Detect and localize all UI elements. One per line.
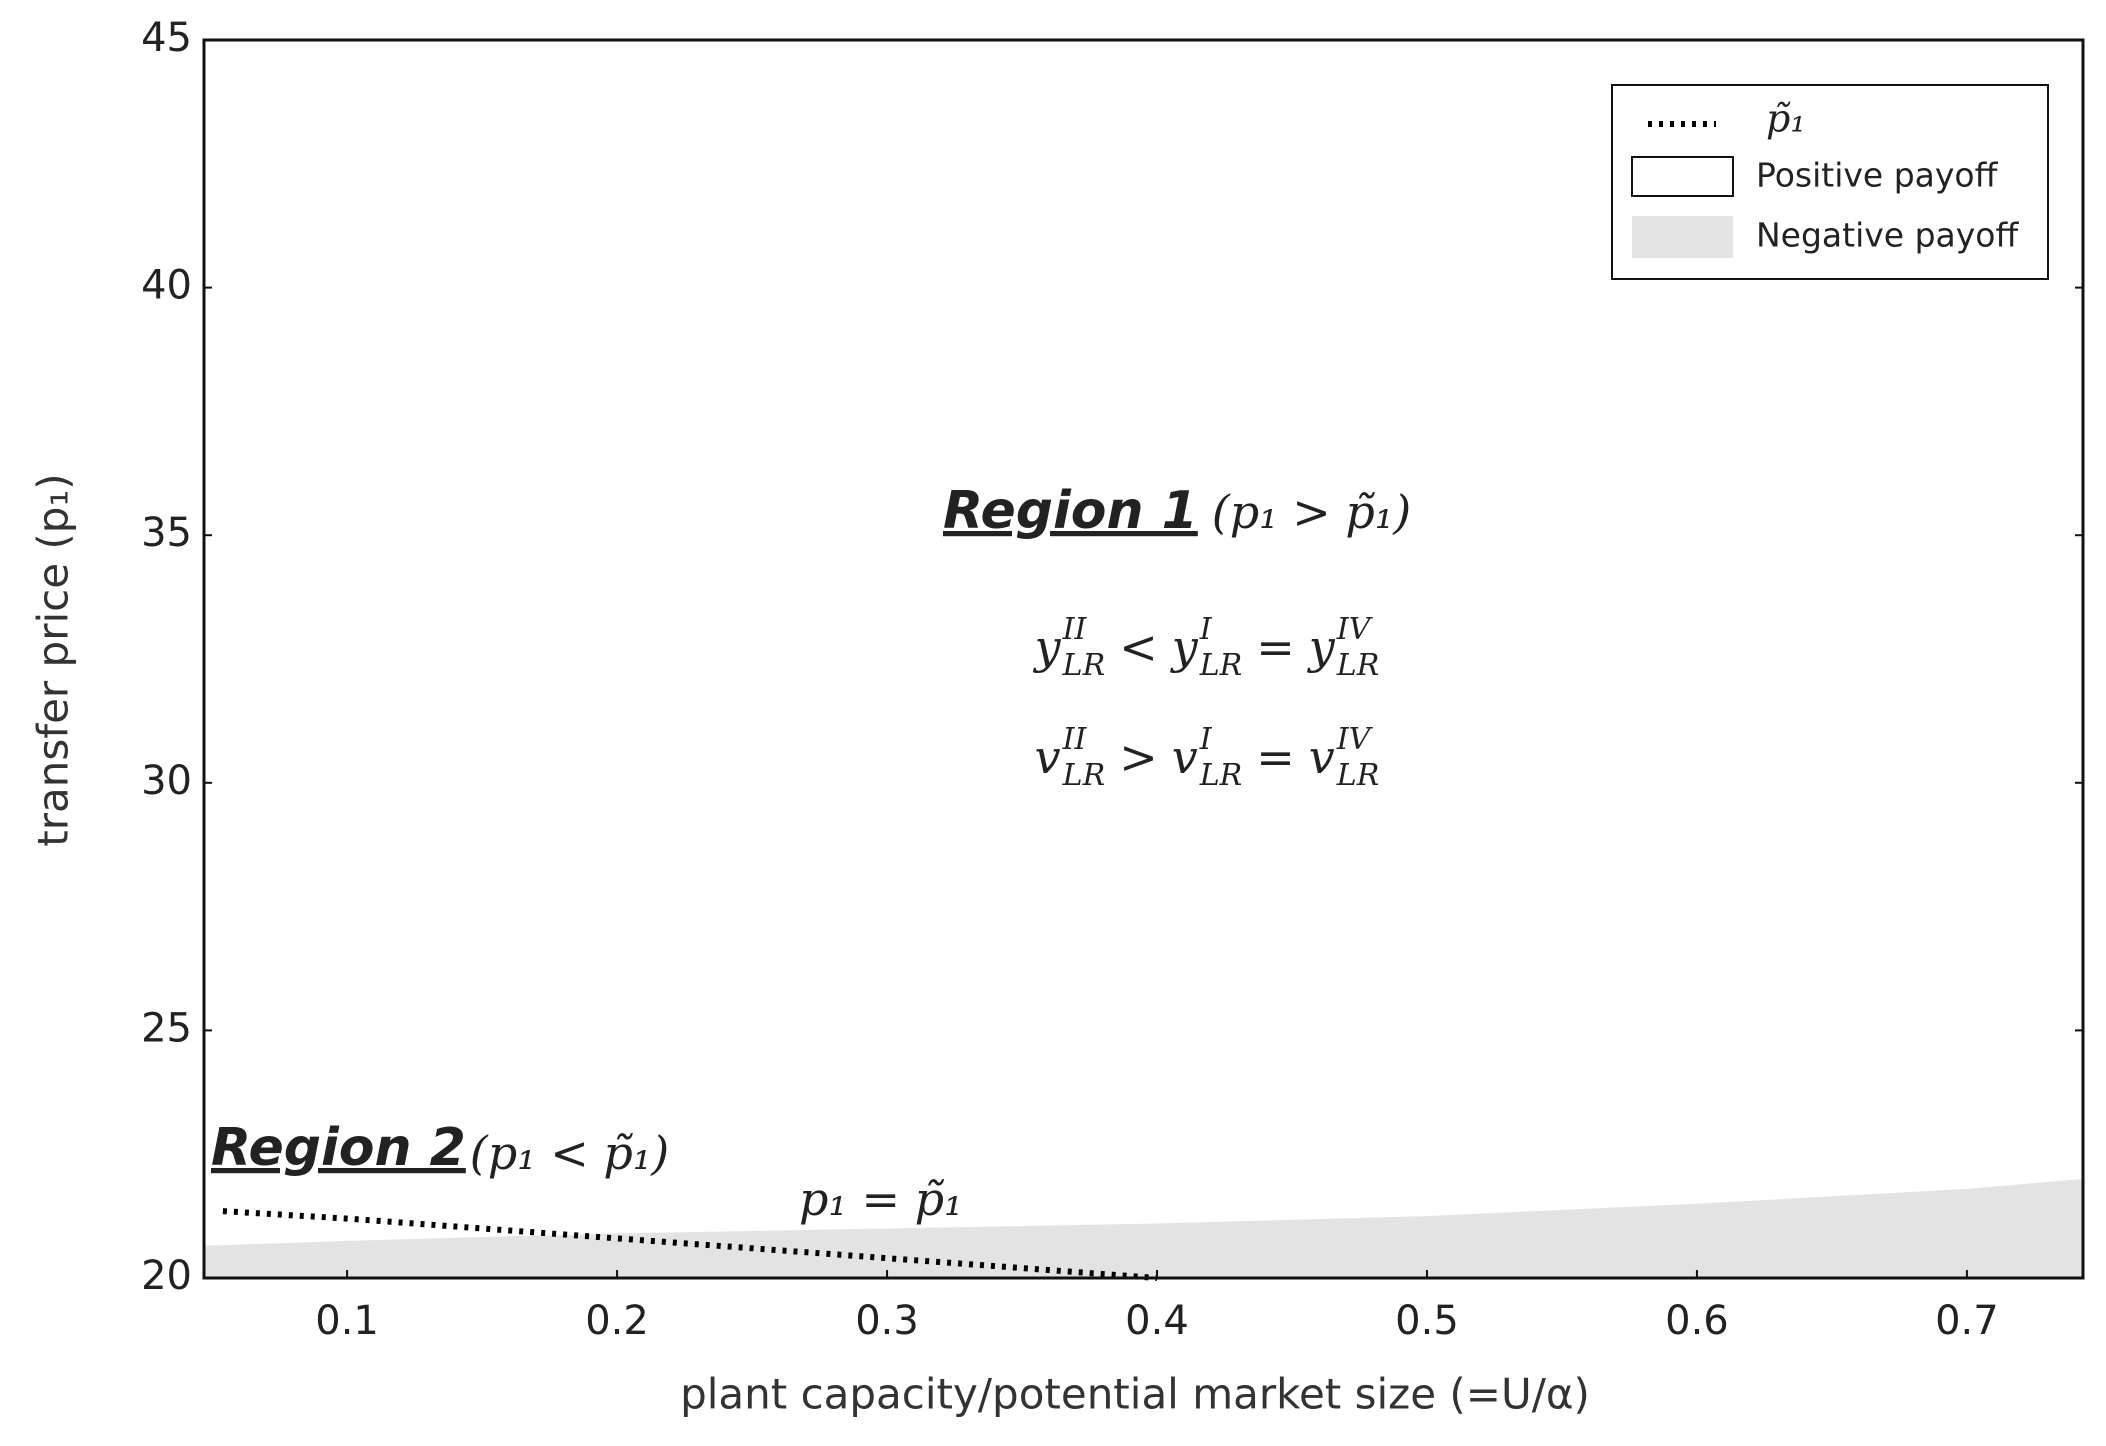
formula-sub: LR [1336,648,1380,683]
formula-operator: < [1119,620,1158,674]
region-condition: (p₁ < p̃₁) [470,1126,669,1180]
formula-operator: = [1256,620,1295,674]
legend-label: Positive payoff [1756,156,1999,195]
formula-sub: LR [1336,758,1380,793]
formula-sub: LR [1199,758,1243,793]
formula-operator: = [1256,730,1295,784]
region-label: Region 2 [211,1118,466,1178]
legend-swatch [1632,216,1733,258]
formula-sub: LR [1199,648,1243,683]
legend: p̃₁ Positive payoff Negative payoff [1611,84,2049,280]
formula-base: y [1307,620,1336,674]
y-tick-label: 40 [141,263,192,309]
area [204,1178,2083,1278]
x-tick-label: 0.5 [1395,1298,1459,1344]
y-tick-label: 20 [141,1253,192,1299]
formula-sup: IV [1336,722,1374,757]
legend-label: Negative payoff [1756,216,2019,255]
region-label: Region 1 [943,481,1198,541]
y-axis-label: transfer price (p₁) [29,473,78,846]
formula-base: v [1035,730,1061,784]
formula-sup: I [1199,612,1213,647]
legend-label: p̃₁ [1766,97,1806,141]
formula-base: v [1309,730,1335,784]
y-tick-label: 30 [141,758,192,804]
x-tick-label: 0.1 [315,1298,379,1344]
formula-sub: LR [1062,758,1106,793]
x-tick-label: 0.3 [855,1298,919,1344]
x-tick-label: 0.6 [1665,1298,1729,1344]
formula-sub: LR [1062,648,1106,683]
y-tick-label: 35 [141,510,192,556]
legend-swatch [1631,156,1734,197]
region-condition: (p₁ > p̃₁) [1212,485,1411,539]
x-tick-label: 0.7 [1935,1298,1999,1344]
formula-sup: II [1062,612,1088,647]
x-tick-label: 0.2 [585,1298,649,1344]
formula-sup: I [1199,722,1213,757]
line-label: p₁ = p̃₁ [799,1172,963,1226]
formula-base: y [1033,620,1062,674]
plot-frame [202,38,2085,1280]
x-axis-label: plant capacity/potential market size (=U… [680,1370,1590,1419]
formula-base: v [1172,730,1198,784]
x-tick-label: 0.4 [1125,1298,1189,1344]
formula-sup: IV [1336,612,1374,647]
formula-sup: II [1062,722,1088,757]
formula-operator: > [1119,730,1158,784]
y-tick-label: 45 [141,15,192,61]
y-tick-label: 25 [141,1005,192,1051]
formula-base: y [1170,620,1199,674]
